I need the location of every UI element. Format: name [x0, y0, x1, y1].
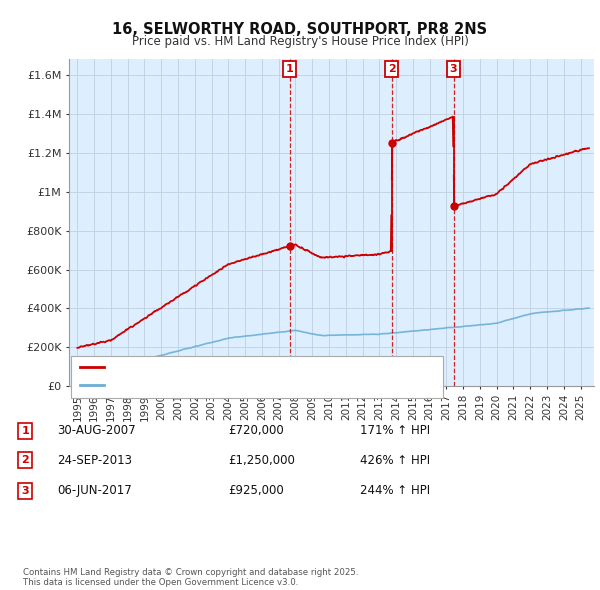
Text: £1,250,000: £1,250,000 — [228, 454, 295, 467]
Text: Contains HM Land Registry data © Crown copyright and database right 2025.
This d: Contains HM Land Registry data © Crown c… — [23, 568, 358, 587]
Text: 06-JUN-2017: 06-JUN-2017 — [57, 484, 132, 497]
Text: 3: 3 — [22, 486, 29, 496]
Text: 30-AUG-2007: 30-AUG-2007 — [57, 424, 136, 437]
Text: 244% ↑ HPI: 244% ↑ HPI — [360, 484, 430, 497]
Text: 16, SELWORTHY ROAD, SOUTHPORT, PR8 2NS: 16, SELWORTHY ROAD, SOUTHPORT, PR8 2NS — [112, 22, 488, 37]
Text: £925,000: £925,000 — [228, 484, 284, 497]
Text: £720,000: £720,000 — [228, 424, 284, 437]
Text: 426% ↑ HPI: 426% ↑ HPI — [360, 454, 430, 467]
Text: 171% ↑ HPI: 171% ↑ HPI — [360, 424, 430, 437]
Text: Price paid vs. HM Land Registry's House Price Index (HPI): Price paid vs. HM Land Registry's House … — [131, 35, 469, 48]
Text: 1: 1 — [286, 64, 293, 74]
Text: HPI: Average price, detached house, Sefton: HPI: Average price, detached house, Seft… — [108, 381, 335, 390]
Text: 16, SELWORTHY ROAD, SOUTHPORT, PR8 2NS (detached house): 16, SELWORTHY ROAD, SOUTHPORT, PR8 2NS (… — [108, 362, 440, 372]
Text: 2: 2 — [388, 64, 395, 74]
Text: 1: 1 — [22, 426, 29, 435]
Text: 3: 3 — [450, 64, 457, 74]
Text: 24-SEP-2013: 24-SEP-2013 — [57, 454, 132, 467]
Text: 2: 2 — [22, 455, 29, 465]
